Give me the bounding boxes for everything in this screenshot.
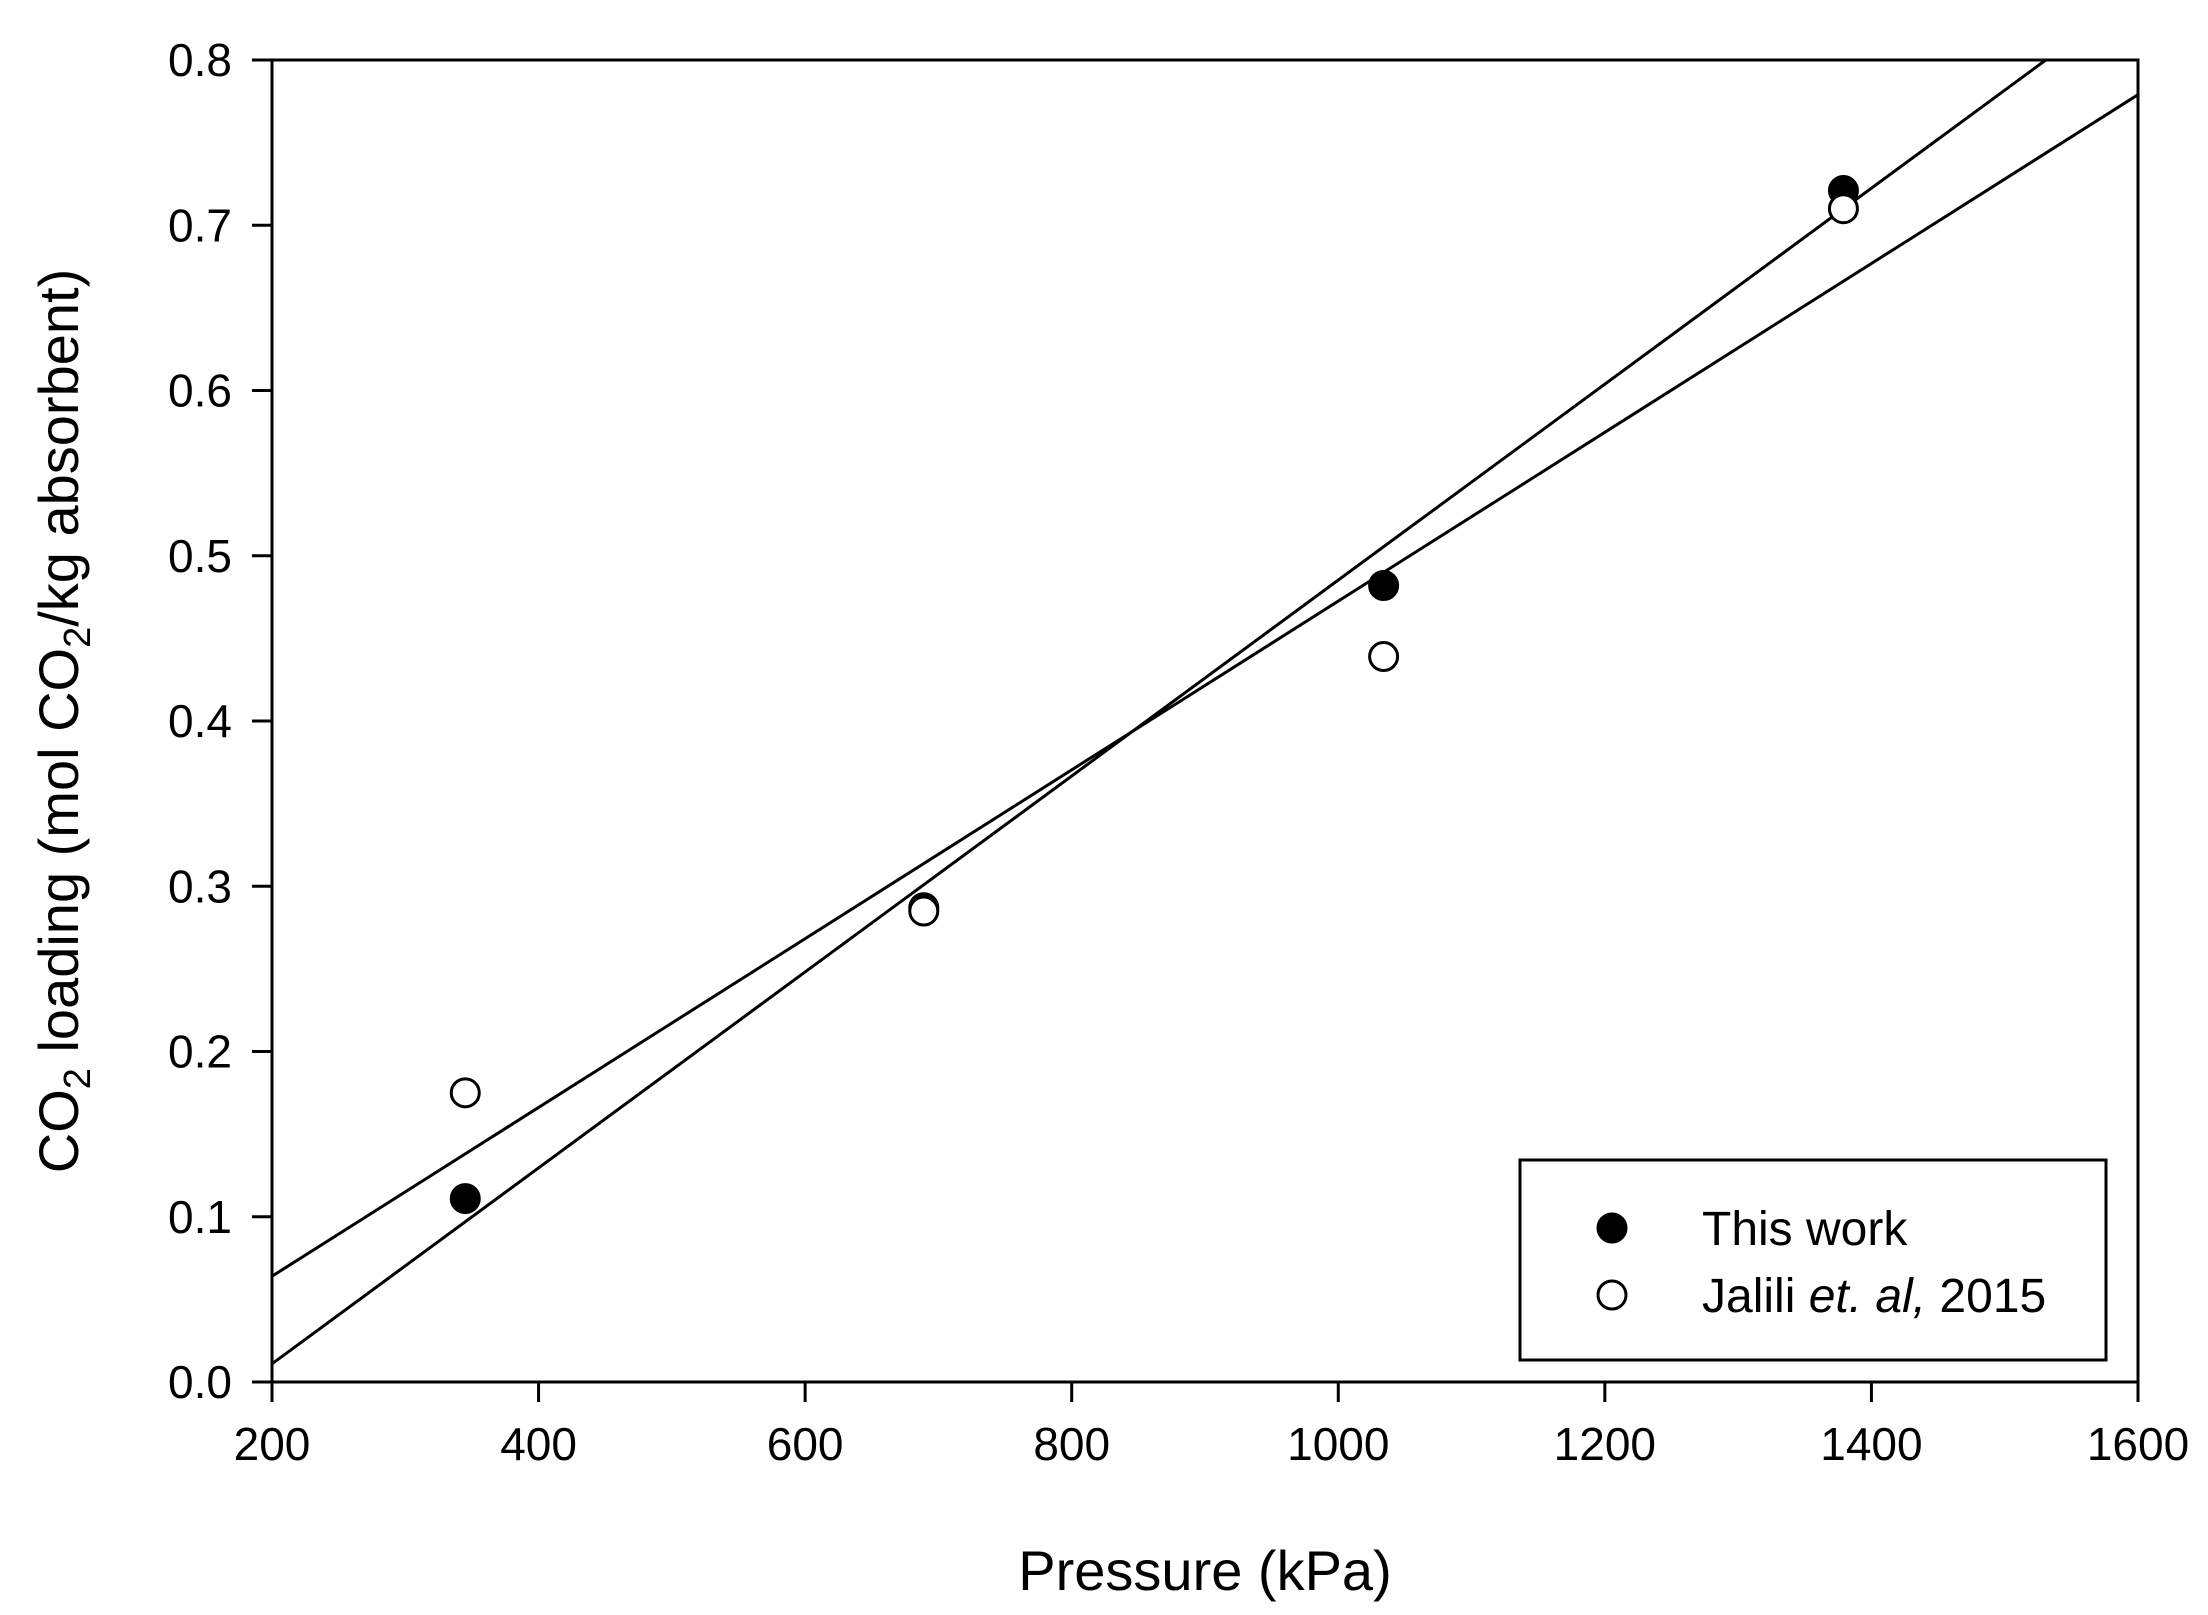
filled-point-series-1 [449,1183,481,1215]
x-tick-label: 600 [767,1418,844,1470]
legend-box [1518,1158,2108,1362]
y-axis: 0.0 0.1 0.2 0.3 0.4 0.5 0.6 0.7 0.8 [168,34,272,1408]
y-tick-label: 0.8 [168,34,232,86]
legend-label-part: 2015 [1926,1270,2046,1323]
fit-lines [272,60,2138,1366]
y-title-part: CO [27,1089,90,1173]
y-title-subscript: 2 [57,627,99,648]
y-tick-label: 0.6 [168,365,232,417]
x-tick-label: 400 [500,1418,577,1470]
legend: This work Jalili et. al, 2015 [1518,1158,2108,1362]
legend-label-part: et. al, [1809,1270,1926,1323]
y-tick-label: 0.5 [168,530,232,582]
open-point-series-2 [908,895,940,927]
y-tick-label: 0.7 [168,199,232,251]
x-axis-title: Pressure (kPa) [1018,1539,1391,1602]
y-tick-label: 0.1 [168,1191,232,1243]
y-title-subscript: 2 [57,1068,99,1089]
y-tick-label: 0.2 [168,1026,232,1078]
legend-marker-series-1 [1596,1212,1628,1244]
x-axis: 200 400 600 800 1000 1200 1400 1600 [234,1382,2189,1470]
x-tick-label: 1000 [1287,1418,1389,1470]
legend-label-part: This work [1702,1203,1908,1256]
legend-label-series-1: This work [1702,1203,1908,1256]
y-axis-title: CO2 loading (mol CO2/kg absorbent) [27,269,99,1173]
open-point-series-2 [1827,193,1859,225]
data-markers [449,175,1859,1215]
fit-line-series-2 [272,93,2138,1278]
open-point-series-2 [449,1077,481,1109]
x-tick-label: 800 [1033,1418,1110,1470]
filled-point-series-1 [1368,569,1400,601]
x-tick-label: 200 [234,1418,311,1470]
fit-line-series-1 [272,60,2049,1366]
x-tick-label: 1600 [2087,1418,2189,1470]
legend-label-part: Jalili [1702,1270,1809,1323]
legend-label-series-2: Jalili et. al, 2015 [1702,1270,2046,1323]
y-tick-label: 0.3 [168,860,232,912]
legend-marker-series-2 [1596,1279,1628,1311]
y-title-part: /kg absorbent) [27,269,90,627]
y-tick-label: 0.4 [168,695,232,747]
x-tick-label: 1400 [1820,1418,1922,1470]
open-point-series-2 [1368,641,1400,673]
x-tick-label: 1200 [1554,1418,1656,1470]
y-tick-label: 0.0 [168,1356,232,1408]
y-title-part: loading (mol CO [27,648,90,1068]
